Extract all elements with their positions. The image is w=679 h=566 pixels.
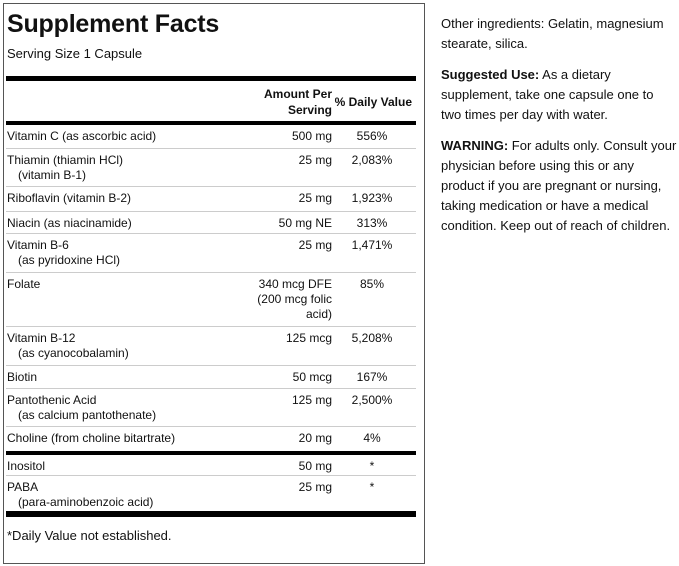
nutrient-name-text: Vitamin C (as ascorbic acid) [7,129,157,143]
bottom-thick-divider [6,511,416,517]
daily-value: 4% [363,431,381,445]
daily-value: 85% [359,277,385,291]
table-row: Choline (from choline bitartrate) 20 mg 4% [6,426,416,451]
amount: 500 mg [291,129,332,143]
nutrient-source: (vitamin B-1) [18,168,87,182]
amount-header-line1: Amount Per [263,87,332,101]
warning: WARNING: For adults only. Consult your p… [441,136,677,236]
nutrient-name: Choline (from choline bitartrate) [7,431,175,446]
amount: 25 mg [298,480,332,494]
nutrient-name-text: Inositol [7,459,46,473]
table-row: Pantothenic Acid (as calcium pantothenate… [6,388,416,426]
nutrient-name: PABA (para-aminobenzoic acid) [7,480,153,510]
amount: 50 mg [298,459,332,473]
nutrient-name-text: Riboflavin (vitamin B-2) [7,191,132,205]
table-row: Biotin 50 mcg 167% [6,365,416,388]
daily-value: * [369,459,375,473]
serving-size: Serving Size 1 Capsule [7,46,143,61]
table-row: Riboflavin (vitamin B-2) 25 mg 1,923% [6,186,416,211]
daily-value: 167% [356,370,388,384]
nutrient-name: Folate [7,277,40,292]
table-row: Niacin (as niacinamide) 50 mg NE 313% [6,211,416,233]
amount-header-line2: Serving [287,103,332,117]
nutrient-name: Vitamin B-12 (as cyanocobalamin) [7,331,129,361]
nutrient-name-text: PABA [7,480,39,494]
daily-value: 313% [356,216,388,230]
daily-value: 1,471% [351,238,393,252]
table-row: Vitamin B-6 (as pyridoxine HCl) 25 mg 1,471… [6,233,416,272]
daily-value-header: % Daily Value [334,95,412,109]
suggested-use: Suggested Use: As a dietary supplement, … [441,65,677,125]
nutrient-table: Amount Per Serving % Daily Value Vitamin … [6,83,416,515]
nutrient-name-text: Vitamin B-12 [7,331,76,345]
nutrient-source: (as pyridoxine HCl) [18,253,121,267]
amount: 340 mcg DFE (200 mcg folic acid) [257,277,332,321]
daily-value: 1,923% [351,191,393,205]
suggested-use-label: Suggested Use: [441,67,540,82]
table-header: Amount Per Serving % Daily Value [6,83,416,121]
table-row: Folate 340 mcg DFE (200 mcg folic acid) 85… [6,272,416,326]
table-row: Vitamin C (as ascorbic acid) 500 mg 556% [6,125,416,148]
nutrient-name: Vitamin C (as ascorbic acid) [7,129,156,144]
daily-value: 5,208% [351,331,393,345]
amount: 25 mg [298,191,332,205]
nutrient-name-text: Pantothenic Acid [7,393,97,407]
table-row: PABA (para-aminobenzoic acid) 25 mg * [6,475,416,515]
nutrient-source: (as calcium pantothenate) [18,408,157,422]
thick-divider [6,76,416,81]
nutrient-name: Thiamin (thiamin HCl) (vitamin B-1) [7,153,123,183]
warning-text: For adults only. Consult your physician … [441,138,677,233]
daily-value: * [369,480,375,494]
nutrient-name-text: Niacin (as niacinamide) [7,216,132,230]
amount: 50 mcg [292,370,332,384]
table-row: Inositol 50 mg * [6,451,416,475]
nutrient-name: Riboflavin (vitamin B-2) [7,191,131,206]
side-info: Other ingredients: Gelatin, magnesium st… [441,14,677,247]
nutrient-name-text: Folate [7,277,41,291]
amount: 20 mg [298,431,332,445]
header-divider [6,121,416,125]
nutrient-name: Pantothenic Acid (as calcium pantothenate… [7,393,156,423]
label-title: Supplement Facts [7,10,220,38]
footnote: *Daily Value not established. [7,528,172,543]
amount: 25 mg [298,238,332,252]
table-row: Thiamin (thiamin HCl) (vitamin B-1) 25 mg 2… [6,148,416,186]
suggested-use-text: As a dietary supplement, take one capsul… [441,67,654,122]
nutrient-source: (as cyanocobalamin) [18,346,129,360]
supplement-facts-panel [3,3,425,564]
nutrient-name-text: Thiamin (thiamin HCl) [7,153,124,167]
nutrient-name-text: Vitamin B-6 [7,238,69,252]
other-ingredients: Other ingredients: Gelatin, magnesium st… [441,16,664,51]
amount: 25 mg [298,153,332,167]
daily-value: 2,500% [351,393,393,407]
nutrient-name: Vitamin B-6 (as pyridoxine HCl) [7,238,120,268]
nutrient-name-text: Choline (from choline bitartrate) [7,431,176,445]
daily-value: 556% [356,129,388,143]
nutrient-name: Inositol [7,459,45,474]
nutrient-name-text: Biotin [7,370,38,384]
nutrient-name: Biotin [7,370,37,385]
amount-header: Amount Per Serving [264,86,332,118]
nutrient-name: Niacin (as niacinamide) [7,216,132,231]
table-row: Vitamin B-12 (as cyanocobalamin) 125 mcg 5,… [6,326,416,365]
daily-value: 2,083% [351,153,393,167]
warning-label: WARNING: [441,138,509,153]
amount: 50 mg NE [278,216,332,230]
nutrient-source: (para-aminobenzoic acid) [18,495,154,509]
amount: 125 mg [291,393,332,407]
amount: 125 mcg [285,331,332,345]
